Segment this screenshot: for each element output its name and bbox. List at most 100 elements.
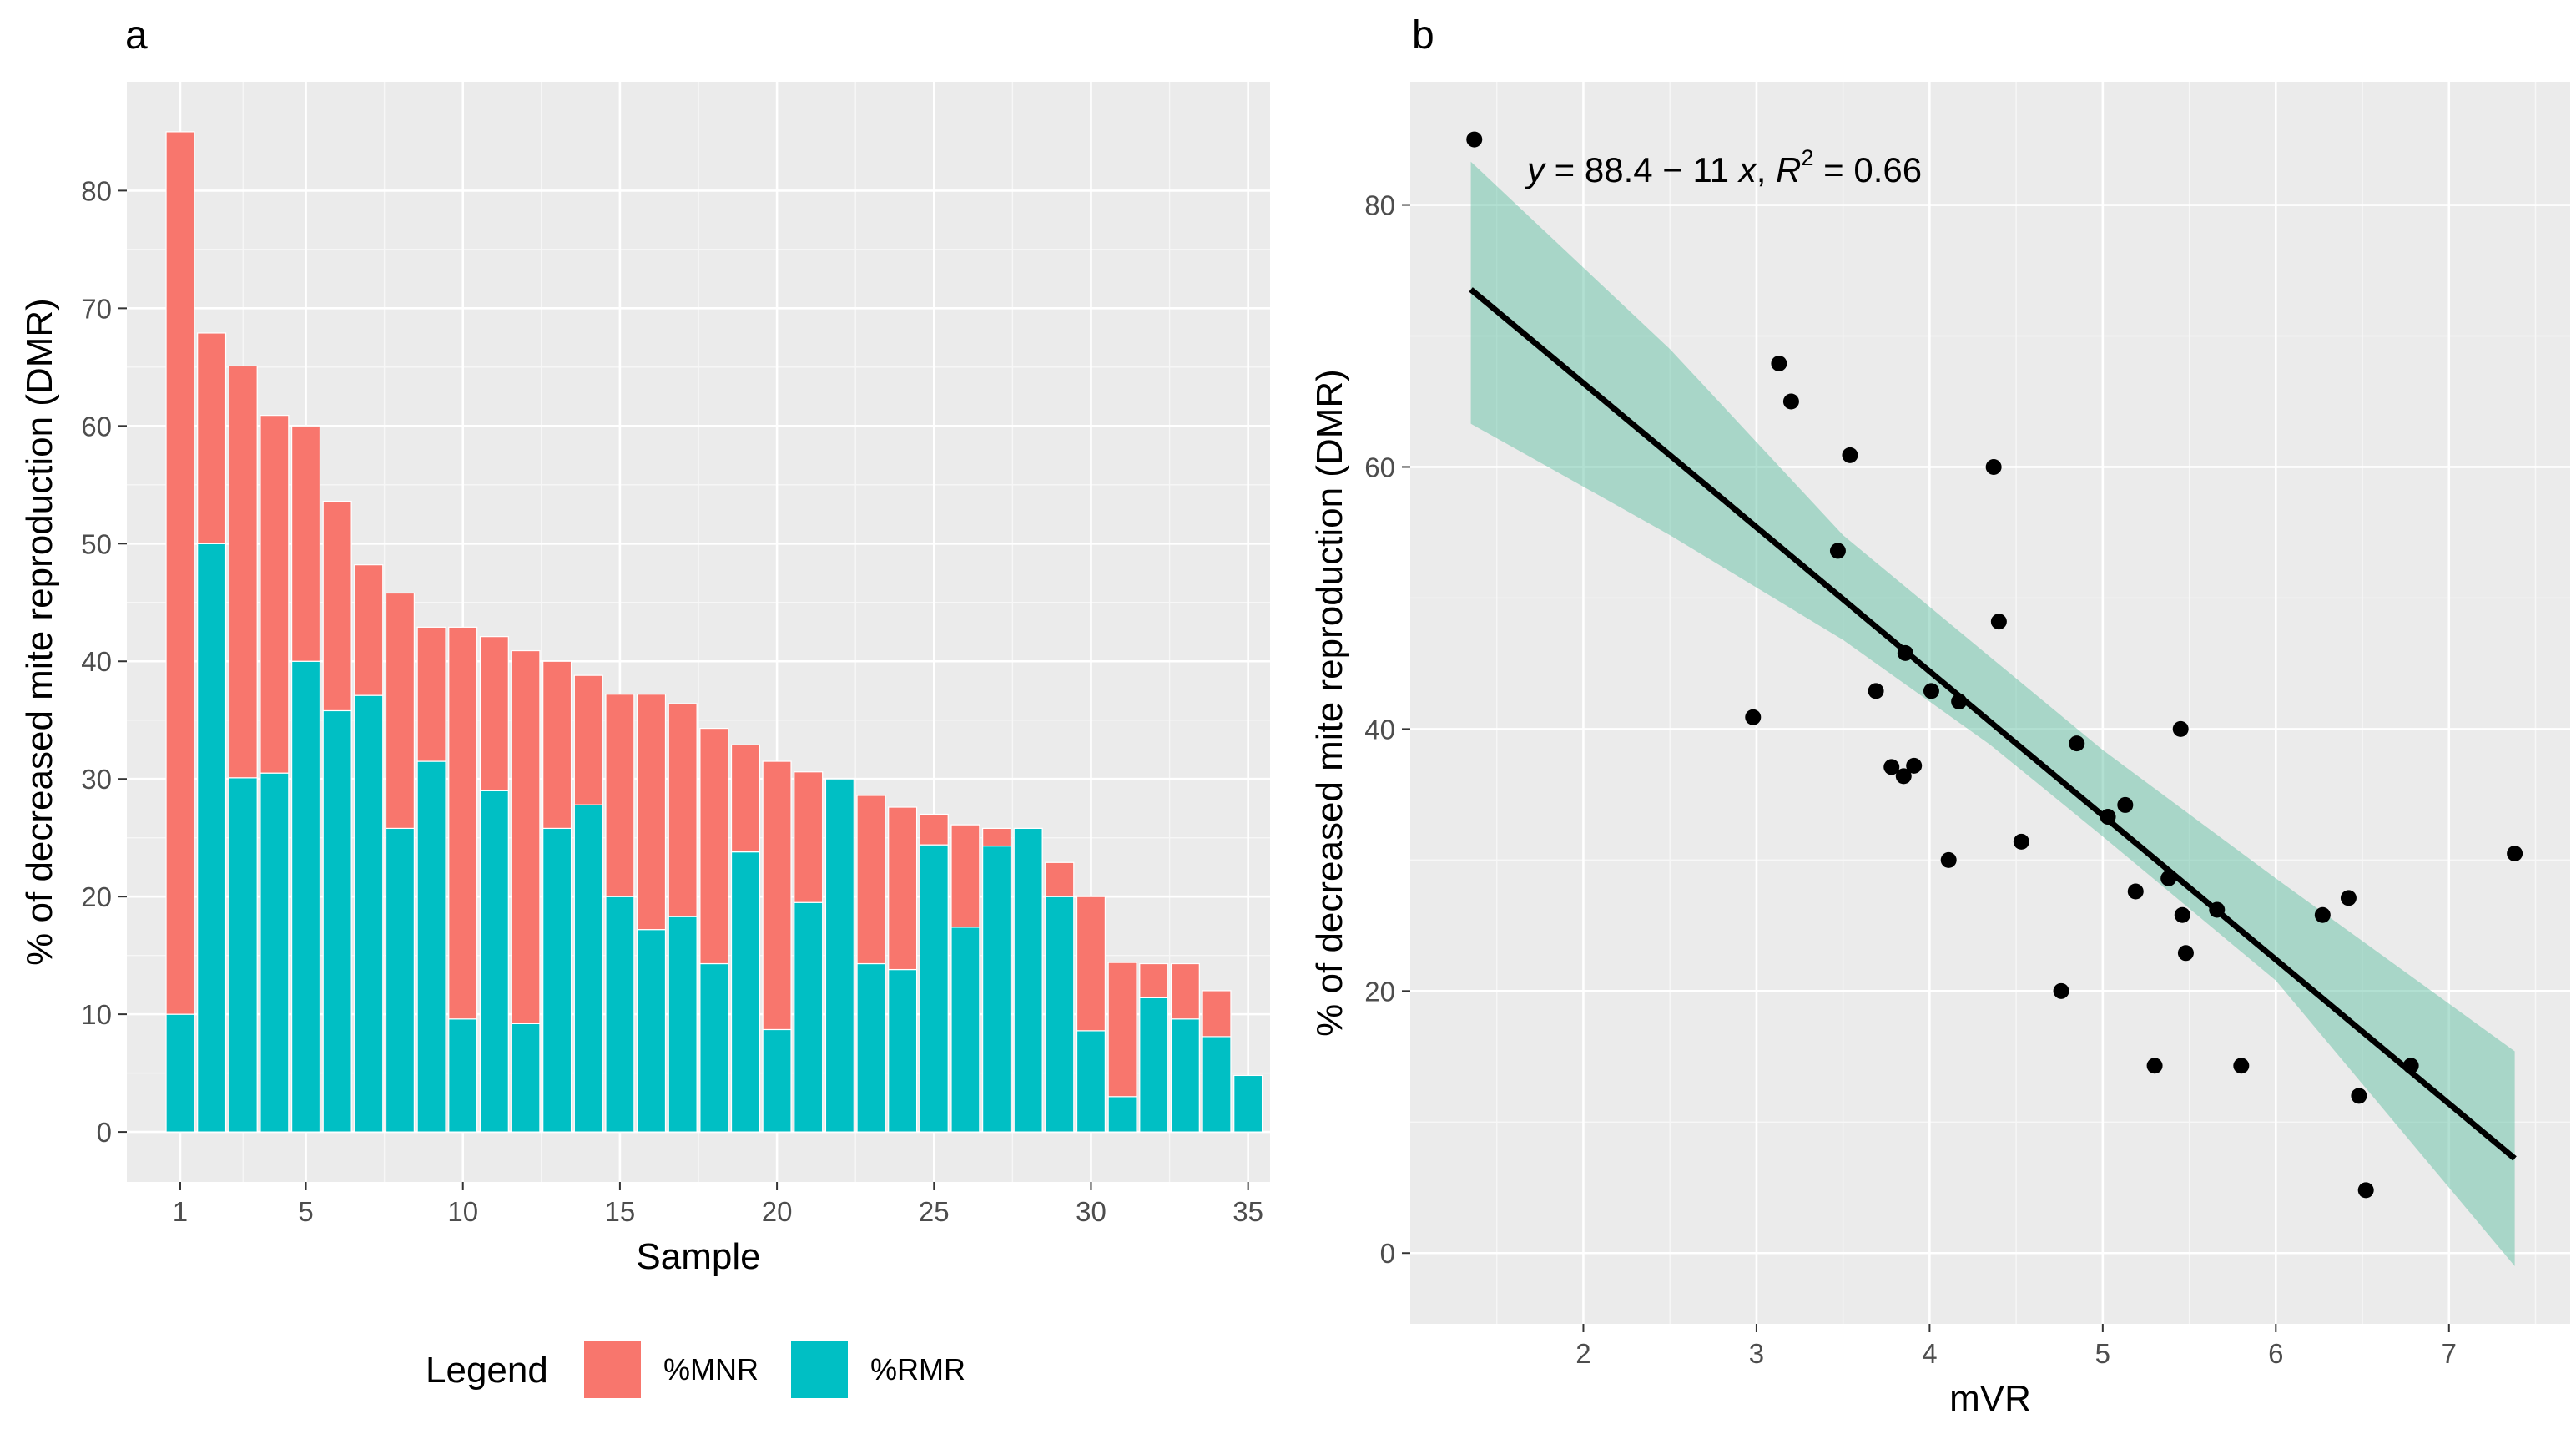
data-point (1895, 768, 1912, 785)
panel-a-ticks (118, 189, 1249, 1190)
bar-rmr-sample-16 (637, 929, 667, 1133)
bar-mnr-sample-27 (982, 827, 1012, 847)
bar-rmr-sample-14 (573, 804, 603, 1133)
x-tick-label: 5 (2095, 1338, 2110, 1369)
bar-mnr-sample-7 (354, 564, 384, 696)
y-tick-label: 40 (81, 646, 112, 677)
bar-mnr-sample-4 (260, 415, 290, 774)
bar-rmr-sample-34 (1202, 1036, 1232, 1133)
bar-mnr-sample-13 (542, 660, 572, 830)
panel-a-x-tick-labels: 1 5 10 15 20 25 30 35 (173, 1196, 1263, 1227)
eq-body: = 88.4 − 11 (1545, 150, 1739, 189)
data-point (2340, 890, 2357, 906)
data-point (1782, 393, 1799, 410)
data-point (2127, 883, 2144, 900)
x-tick-label: 25 (919, 1196, 950, 1227)
panel-b-scatter-chart: b 2 3 4 5 6 7 0 20 40 60 80 mVR % of dec… (1309, 13, 2570, 1419)
data-point (1829, 543, 1846, 559)
data-point (2053, 982, 2069, 999)
data-point (2507, 846, 2523, 862)
eq-r: R (1776, 150, 1801, 189)
bar-rmr-sample-30 (1076, 1030, 1107, 1133)
bar-rmr-sample-13 (542, 827, 572, 1133)
bar-rmr-sample-2 (197, 543, 227, 1133)
data-point (2209, 901, 2226, 918)
data-point (1868, 683, 1884, 699)
bar-mnr-sample-19 (730, 744, 760, 853)
bar-mnr-sample-5 (290, 425, 321, 662)
data-point (2314, 906, 2331, 923)
panel-b-x-tick-labels: 2 3 4 5 6 7 (1575, 1338, 2457, 1369)
x-tick-label: 1 (173, 1196, 188, 1227)
data-point (2069, 735, 2085, 752)
bar-rmr-sample-11 (479, 790, 509, 1133)
x-tick-label: 6 (2268, 1338, 2283, 1369)
data-point (1923, 683, 1939, 699)
legend-swatch-mnr (584, 1341, 641, 1398)
bar-rmr-sample-22 (824, 778, 854, 1133)
bar-mnr-sample-32 (1139, 962, 1169, 998)
bar-mnr-sample-3 (228, 365, 258, 779)
bar-rmr-sample-35 (1233, 1074, 1263, 1133)
data-point (1985, 458, 2002, 475)
bar-mnr-sample-34 (1202, 990, 1232, 1038)
bar-mnr-sample-30 (1076, 896, 1107, 1032)
data-point (2351, 1088, 2367, 1104)
y-tick-label: 60 (1364, 452, 1395, 482)
eq-x: x (1737, 150, 1758, 189)
x-tick-label: 20 (762, 1196, 793, 1227)
y-tick-label: 0 (1380, 1238, 1395, 1269)
bar-mnr-sample-11 (479, 636, 509, 791)
regression-equation: y = 88.4 − 11 x, R2 = 0.66 (1525, 145, 1922, 189)
bar-rmr-sample-32 (1139, 997, 1169, 1133)
y-tick-label: 40 (1364, 714, 1395, 745)
bar-mnr-sample-18 (699, 727, 729, 965)
bar-rmr-sample-10 (448, 1018, 478, 1133)
eq-sup: 2 (1801, 145, 1813, 170)
y-tick-label: 0 (97, 1117, 112, 1148)
bar-mnr-sample-33 (1170, 962, 1200, 1020)
bar-rmr-sample-5 (290, 660, 321, 1133)
eq-sep: , (1757, 150, 1776, 189)
bar-rmr-sample-6 (322, 709, 352, 1133)
x-tick-label: 2 (1575, 1338, 1590, 1369)
bar-rmr-sample-12 (511, 1023, 541, 1133)
data-point (2233, 1058, 2250, 1074)
x-tick-label: 35 (1233, 1196, 1263, 1227)
bar-mnr-sample-6 (322, 500, 352, 712)
data-point (2357, 1182, 2374, 1199)
bar-rmr-sample-24 (888, 968, 918, 1133)
legend-label-mnr: %MNR (663, 1352, 759, 1386)
eq-r2: = 0.66 (1813, 150, 1922, 189)
eq-y: y (1525, 150, 1547, 189)
bar-mnr-sample-21 (794, 771, 824, 903)
bar-mnr-sample-29 (1045, 861, 1075, 897)
legend: Legend %MNR %RMR (426, 1341, 965, 1398)
data-point (1883, 759, 1900, 775)
bar-mnr-sample-9 (416, 626, 446, 762)
panel-a-x-axis-title: Sample (636, 1236, 760, 1277)
panel-a-y-tick-labels: 0 10 20 30 40 50 60 70 80 (81, 175, 112, 1148)
bar-rmr-sample-29 (1045, 896, 1075, 1133)
y-tick-label: 80 (1364, 190, 1395, 221)
bar-rmr-sample-19 (730, 851, 760, 1133)
bar-mnr-sample-23 (856, 795, 886, 965)
panel-b-minor-gridlines (1410, 82, 2570, 1324)
bar-rmr-sample-31 (1107, 1096, 1137, 1133)
panel-a-y-axis-title: % of decreased mite reproduction (DMR) (19, 298, 60, 966)
x-tick-label: 3 (1749, 1338, 1764, 1369)
y-tick-label: 60 (81, 411, 112, 442)
data-point (1466, 131, 1483, 148)
bar-mnr-sample-31 (1107, 962, 1137, 1098)
bar-mnr-sample-25 (919, 813, 949, 846)
data-point (2177, 945, 2194, 962)
bar-rmr-sample-33 (1170, 1018, 1200, 1133)
bar-rmr-sample-23 (856, 962, 886, 1133)
bar-rmr-sample-20 (762, 1028, 792, 1133)
bar-rmr-sample-9 (416, 760, 446, 1133)
y-tick-label: 30 (81, 764, 112, 795)
bar-rmr-sample-25 (919, 844, 949, 1133)
x-tick-label: 4 (1922, 1338, 1937, 1369)
y-tick-label: 80 (81, 175, 112, 206)
